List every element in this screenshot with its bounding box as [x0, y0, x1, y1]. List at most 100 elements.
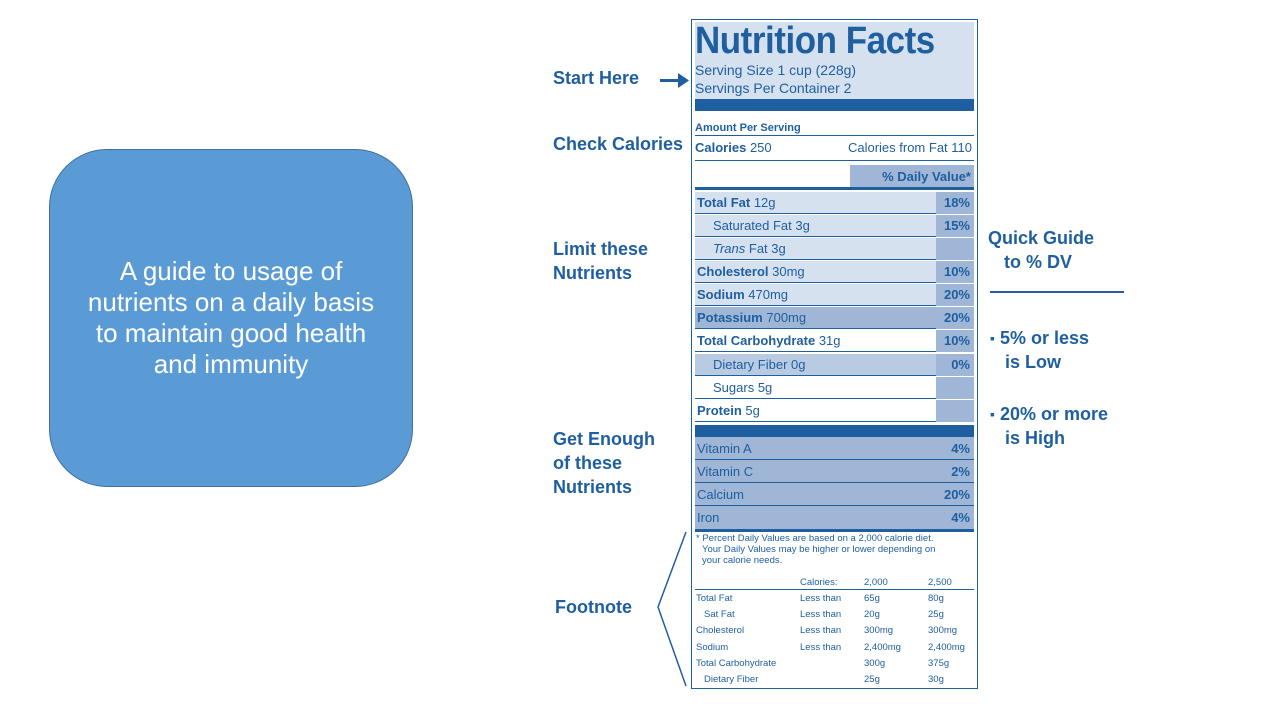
serving-size: Serving Size 1 cup (228g): [695, 62, 857, 78]
limit-line-1: Limit these: [553, 239, 649, 259]
footnote-cell: 375g: [928, 657, 950, 669]
nutrient-row: Protein 5g: [695, 400, 974, 422]
nutrient-amount: 30mg: [768, 264, 805, 279]
footnote-cell: 300g: [864, 657, 886, 669]
high-line-2: is High: [1005, 428, 1066, 448]
nutrient-row: Cholesterol 30mg 10%: [695, 261, 974, 283]
dv-cell: [936, 330, 974, 352]
calories-value: 250: [749, 140, 772, 155]
nutrient-name: Saturated Fat: [713, 218, 792, 233]
nutrient-name: Trans: [713, 241, 746, 256]
low-guide: ▪ 5% or less is Low: [990, 326, 1089, 374]
footnote-cell: Cholesterol: [696, 625, 745, 637]
footnote-cell: 300mg: [928, 625, 958, 637]
vitamin-row: Calcium 20%: [695, 483, 974, 506]
vitamin-name: Calcium: [697, 487, 744, 502]
nutrient-name: Sodium: [697, 287, 745, 302]
nutrient-dv: 0%: [951, 357, 970, 372]
vitamin-dv: 2%: [951, 464, 970, 479]
bullet-icon: ▪: [990, 330, 995, 346]
label-title: Nutrition Facts: [695, 20, 935, 62]
quick-guide-line-1: Quick Guide: [988, 228, 1095, 248]
calories-from-fat: Calories from Fat 110: [847, 140, 972, 155]
divider-medium: [695, 187, 974, 190]
servings-per-container: Servings Per Container 2: [695, 80, 852, 96]
nutrient-name: Potassium: [697, 310, 763, 325]
footnote-cell: 2,400mg: [928, 641, 965, 653]
low-line-1: 5% or less: [999, 328, 1090, 348]
callout-text: A guide to usage of nutrients on a daily…: [87, 256, 375, 379]
vitamin-row: Iron 4%: [695, 506, 974, 529]
dv-cell: [936, 215, 974, 237]
nutrient-dv: 10%: [943, 264, 970, 279]
callout-box: A guide to usage of nutrients on a daily…: [49, 149, 413, 487]
footnote-cell: 25g: [928, 609, 944, 621]
footnote-cell: 2,400mg: [864, 641, 901, 653]
dv-cell: [936, 377, 974, 399]
footnote-cell: 30g: [928, 674, 944, 685]
vitamin-name: Iron: [697, 510, 720, 525]
dv-cell: [936, 192, 974, 214]
low-line-2: is Low: [1005, 352, 1062, 372]
footnote-line-3: your calorie needs.: [702, 555, 783, 566]
limit-nutrients-label: Limit these Nutrients: [553, 237, 648, 285]
nutrient-row: Potassium 700mg 20%: [695, 307, 974, 329]
nutrient-name: Total Fat: [697, 195, 751, 210]
dv-cell: [936, 261, 974, 283]
footnote-cell: Sat Fat: [704, 609, 735, 621]
bullet-icon: ▪: [990, 406, 995, 422]
footnote-cell: 300mg: [864, 625, 894, 637]
amount-per-serving: Amount Per Serving: [695, 122, 801, 134]
get-line-2: of these: [553, 453, 623, 473]
nutrient-row: Sodium 470mg 20%: [695, 284, 974, 306]
vitamin-dv: 4%: [951, 510, 970, 525]
quick-guide-divider: [990, 291, 1124, 293]
calories-row: Calories 250 Calories from Fat 110: [695, 139, 974, 157]
footnote-cell: Less than: [800, 641, 842, 653]
footnote-cell: 65g: [864, 593, 880, 604]
arrow-right-icon: [660, 73, 689, 88]
footnote-cell: Less than: [800, 625, 842, 637]
nutrient-amount: 0g: [787, 357, 806, 372]
nutrient-row: Total Carbohydrate 31g 10%: [695, 330, 974, 352]
divider-thick: [695, 99, 974, 111]
nutrient-dv: 10%: [943, 333, 970, 348]
quick-guide-title: Quick Guide to % DV: [988, 226, 1094, 274]
footnote-header-cell: 2,500: [928, 577, 952, 588]
nutrient-row: Sugars 5g: [695, 377, 974, 399]
dv-cell: [936, 354, 974, 376]
dv-cell: [936, 284, 974, 306]
footnote-cell: Less than: [800, 609, 842, 621]
high-line-1: 20% or more: [999, 404, 1109, 424]
nutrient-name: Protein: [697, 403, 742, 418]
nutrient-amount: 3g: [791, 218, 810, 233]
footnote-label: Footnote: [555, 597, 632, 617]
divider-thick: [695, 425, 974, 437]
vitamin-row: Vitamin C 2%: [695, 460, 974, 483]
get-line-1: Get Enough: [553, 429, 655, 449]
dv-header: % Daily Value*: [882, 169, 971, 184]
nutrient-amount: 31g: [815, 333, 841, 348]
limit-line-2: Nutrients: [553, 263, 633, 283]
dv-cell: [936, 238, 974, 260]
nutrient-name: Sugars: [713, 380, 755, 395]
vitamin-row: Vitamin A 4%: [695, 437, 974, 460]
nutrient-amount: Fat 3g: [745, 241, 786, 256]
footnote-cell: Dietary Fiber: [704, 674, 759, 685]
get-line-3: Nutrients: [553, 477, 633, 497]
nutrient-amount: 5g: [754, 380, 773, 395]
nutrient-amount: 12g: [750, 195, 776, 210]
nutrient-name: Dietary Fiber: [713, 357, 788, 372]
divider-thin: [695, 160, 974, 161]
nutrient-name: Cholesterol: [697, 264, 769, 279]
calories-label: Calories: [695, 140, 747, 155]
header-bg: [695, 22, 974, 100]
nutrient-dv: 15%: [943, 218, 970, 233]
nutrient-row: Total Fat 12g 18%: [695, 192, 974, 214]
footnote-cell: 25g: [864, 674, 880, 685]
footnote-cell: Less than: [800, 593, 842, 604]
dv-cell: [936, 307, 974, 329]
nutrient-name: Total Carbohydrate: [697, 333, 816, 348]
get-enough-label: Get Enough of these Nutrients: [553, 427, 655, 499]
footnote-bracket-icon: [657, 531, 687, 687]
